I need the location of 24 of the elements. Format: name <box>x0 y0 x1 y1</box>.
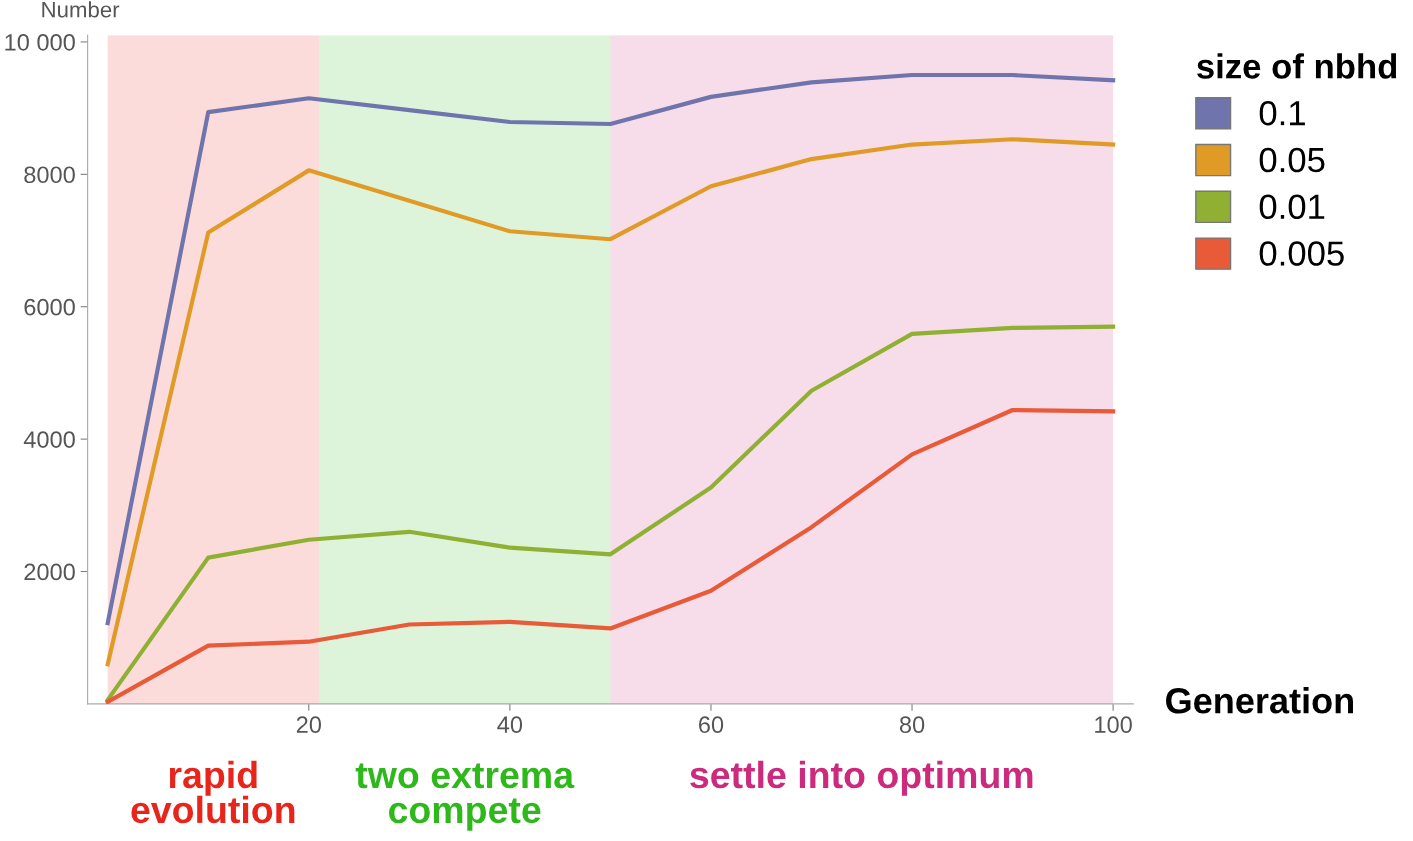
legend-label: 0.1 <box>1259 100 1305 126</box>
y-tick-label: 2000 <box>24 563 75 581</box>
x-tick-label: 60 <box>699 716 724 734</box>
x-tick-label: 40 <box>497 716 523 734</box>
x-tick-label: 80 <box>899 716 925 734</box>
x-tick-label: 100 <box>1095 716 1132 734</box>
band-label: two extrema compete <box>355 763 575 831</box>
line-series <box>105 72 1116 626</box>
band-label: rapid evolution <box>131 760 295 824</box>
legend-label: 0.05 <box>1259 147 1325 173</box>
line-series <box>105 407 1116 704</box>
legend-label: 0.005 <box>1259 241 1344 266</box>
y-tick-label: 8000 <box>24 166 75 184</box>
y-tick-label: 10 000 <box>5 34 75 51</box>
line-series <box>105 324 1116 703</box>
band-label: settle into optimum <box>690 760 1033 796</box>
x-tick-label: 20 <box>296 716 321 734</box>
x-axis-title: Generation <box>1166 687 1353 714</box>
y-axis-title: Number <box>42 1 120 18</box>
line-series <box>105 137 1116 667</box>
y-tick-label: 4000 <box>23 431 75 448</box>
legend-label: 0.01 <box>1259 194 1325 220</box>
y-tick-label: 6000 <box>24 298 75 316</box>
legend-title: size of nbhd <box>1197 53 1397 79</box>
